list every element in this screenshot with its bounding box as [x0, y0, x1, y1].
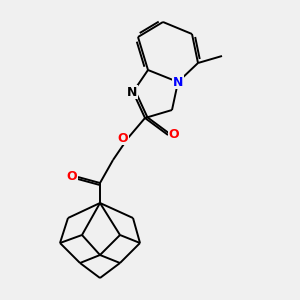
Text: O: O [118, 131, 128, 145]
Text: N: N [127, 85, 137, 98]
Text: N: N [173, 76, 183, 88]
Text: O: O [67, 170, 77, 184]
Text: O: O [169, 128, 179, 142]
